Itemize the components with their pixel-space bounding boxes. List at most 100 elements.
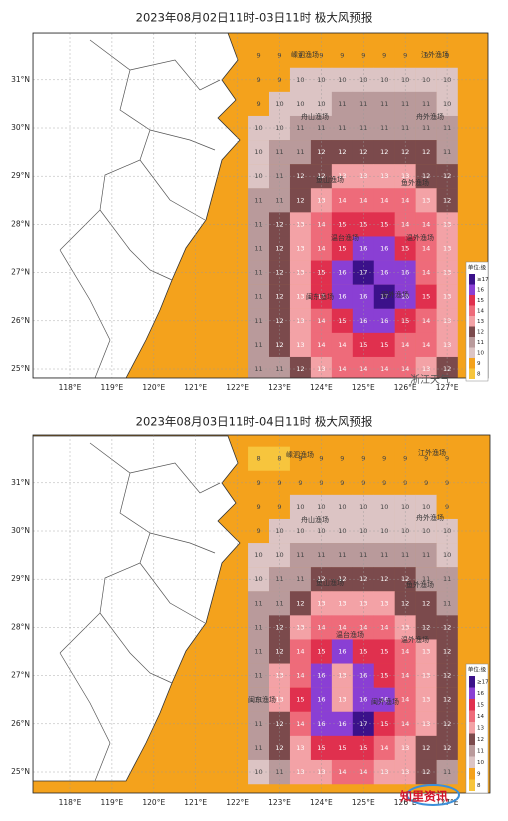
wind-cell <box>289 164 312 189</box>
lon-label: 120°E <box>142 798 165 807</box>
wind-value: 9 <box>277 52 281 60</box>
lon-label: 126°E <box>394 383 417 392</box>
wind-value: 14 <box>338 196 346 204</box>
wind-value: 12 <box>275 220 283 228</box>
wind-value: 10 <box>443 100 451 108</box>
wind-cell <box>310 91 333 117</box>
wind-value: 14 <box>401 341 409 349</box>
lat-label: 28°N <box>11 622 30 631</box>
wind-value: 11 <box>443 124 451 132</box>
lon-label: 121°E <box>184 798 207 807</box>
wind-cell <box>310 236 333 261</box>
legend-label: 10 <box>477 350 484 356</box>
wind-cell <box>248 356 270 378</box>
wind-cell <box>352 188 374 213</box>
wind-cell <box>331 91 354 117</box>
wind-cell <box>289 91 312 117</box>
wind-cell <box>415 188 437 213</box>
wind-cell <box>394 43 416 68</box>
wind-cell <box>415 543 437 568</box>
fishing-ground-label: 舟外渔场 <box>416 513 444 522</box>
wind-cell <box>436 236 458 261</box>
wind-value: 12 <box>422 599 430 607</box>
wind-cell <box>331 140 354 165</box>
wind-value: 14 <box>422 341 430 349</box>
wind-value: 9 <box>361 479 365 487</box>
wind-cell <box>352 260 374 285</box>
legend-swatch <box>469 756 475 768</box>
wind-cell <box>394 356 416 378</box>
wind-cell <box>394 236 416 261</box>
wind-cell <box>248 446 270 471</box>
lat-label: 27°N <box>11 671 30 680</box>
wind-value: 13 <box>296 269 304 277</box>
wind-value: 12 <box>317 148 325 156</box>
wind-cell <box>415 332 437 358</box>
wind-value: 11 <box>422 551 430 559</box>
wind-value: 10 <box>380 76 388 84</box>
legend-swatch <box>469 733 475 745</box>
wind-value: 11 <box>254 648 262 656</box>
wind-value: 15 <box>380 648 388 656</box>
wind-cell <box>352 212 374 237</box>
map: 8899999999999999999999101010101010109910… <box>33 435 490 793</box>
wind-cell <box>289 236 312 261</box>
wind-cell <box>415 284 437 309</box>
wind-value: 9 <box>256 52 260 60</box>
wind-value: 11 <box>275 148 283 156</box>
wind-cell <box>289 446 312 471</box>
wind-value: 9 <box>382 455 386 463</box>
wind-cell <box>248 284 270 309</box>
fishing-ground-label: 闽外渔场 <box>371 697 399 706</box>
wind-value: 14 <box>380 365 388 373</box>
legend-label: 16 <box>477 287 484 293</box>
wind-cell <box>415 494 437 520</box>
wind-value: 12 <box>443 196 451 204</box>
wind-cell <box>415 446 437 471</box>
wind-cell <box>373 639 395 664</box>
legend-swatch <box>469 358 475 369</box>
lon-label: 122°E <box>226 383 249 392</box>
lon-label: 124°E <box>310 798 333 807</box>
wind-value: 15 <box>422 293 430 301</box>
wind-value: 9 <box>340 52 344 60</box>
wind-value: 14 <box>338 341 346 349</box>
wind-cell <box>289 308 312 334</box>
lon-label: 125°E <box>352 798 375 807</box>
legend-label: 9 <box>477 361 481 367</box>
wind-cell <box>352 164 374 189</box>
wind-cell <box>373 711 395 737</box>
lat-label: 25°N <box>11 364 30 373</box>
wind-cell <box>436 91 458 117</box>
wind-cell <box>352 308 374 334</box>
legend-swatch <box>469 368 475 379</box>
wind-value: 13 <box>443 293 451 301</box>
wind-cell <box>289 663 312 688</box>
fishing-ground-label: 闽外渔场 <box>381 290 409 299</box>
wind-value: 8 <box>277 455 281 463</box>
wind-value: 17 <box>359 269 367 277</box>
fishing-ground-label: 江外渔场 <box>421 50 449 59</box>
legend-label: 15 <box>477 298 484 304</box>
legend-swatch <box>469 745 475 757</box>
wind-value: 11 <box>443 148 451 156</box>
wind-cell <box>331 639 354 664</box>
wind-value: 13 <box>443 341 451 349</box>
wind-cell <box>373 518 395 544</box>
legend-label: 8 <box>477 783 481 789</box>
wind-cell <box>352 236 374 261</box>
fishing-ground-label: 鱼山渔场 <box>316 578 344 587</box>
legend-swatch <box>469 316 475 327</box>
fishing-ground-label: 温台渔场 <box>331 233 359 242</box>
province-borders <box>59 39 221 378</box>
wind-cell <box>248 591 270 616</box>
wind-value: 10 <box>296 76 304 84</box>
legend-label: 16 <box>477 691 484 697</box>
wind-value: 10 <box>359 76 367 84</box>
wind-cell <box>248 687 270 712</box>
wind-cell <box>394 140 416 165</box>
wind-value: 15 <box>338 245 346 253</box>
wind-value: 11 <box>296 148 304 156</box>
legend-swatch <box>469 699 475 711</box>
legend-swatch <box>469 274 475 285</box>
